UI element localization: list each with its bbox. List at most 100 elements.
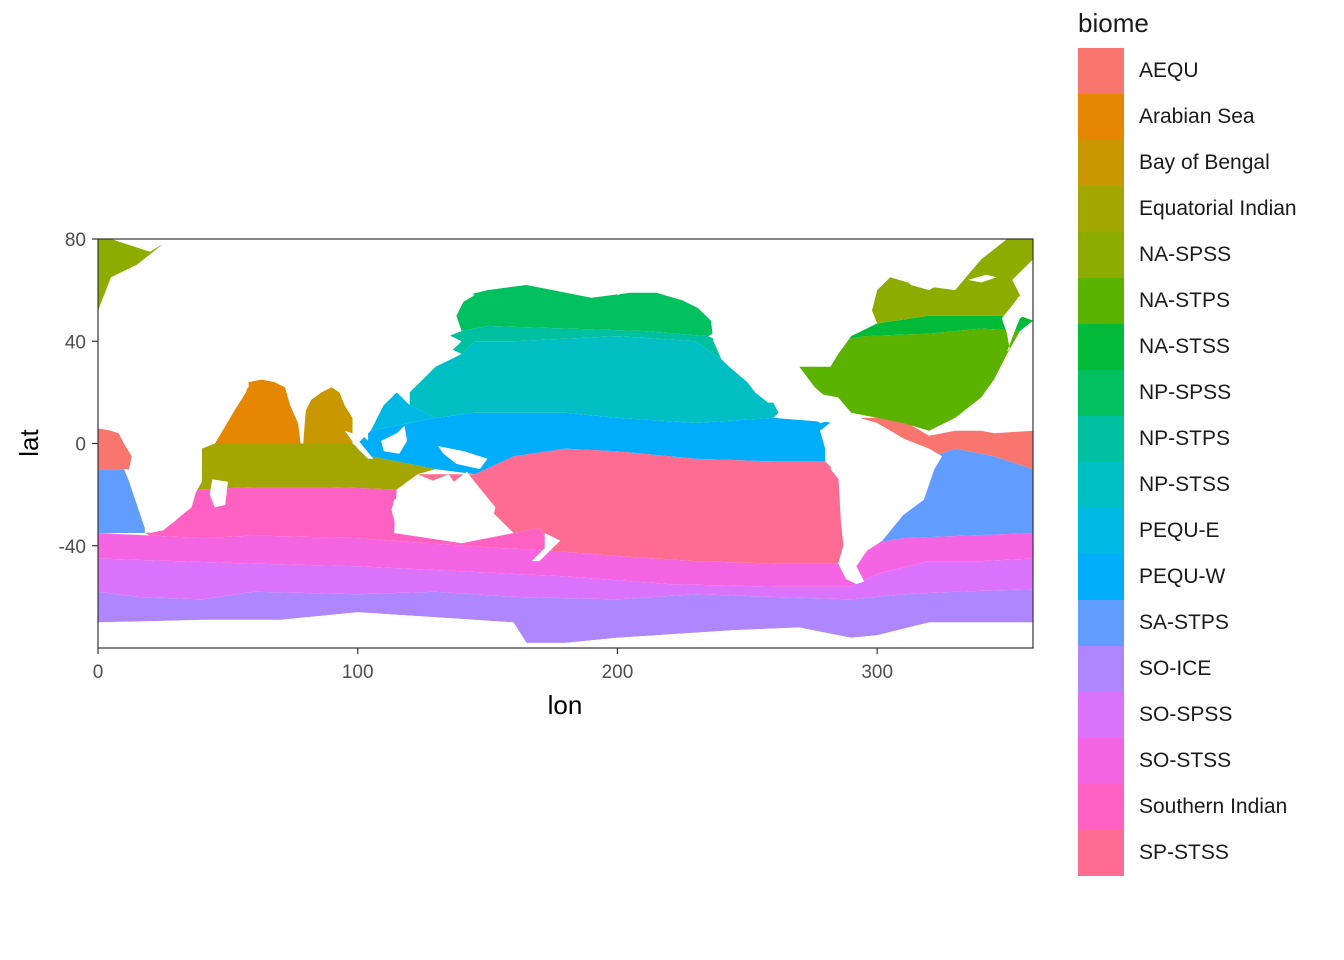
y-tick-label: 40 [65,332,86,353]
legend-item-na-spss: NA-SPSS [1078,232,1297,278]
legend-swatch [1078,462,1124,508]
legend-item-so-spss: SO-SPSS [1078,692,1297,738]
legend-swatch [1078,186,1124,232]
legend-item-so-ice: SO-ICE [1078,646,1297,692]
land-new-guinea [438,446,488,470]
region-aequ [98,428,132,470]
legend-label: PEQU-E [1139,519,1220,542]
legend-swatch [1078,830,1124,876]
region-southern-indian [144,487,553,551]
land-new-zealand [531,533,561,562]
region-na-stps [778,328,1020,431]
x-tick-label: 300 [861,662,893,683]
x-tick-label: 100 [342,662,374,683]
legend-item-southern-indian: Southern Indian [1078,784,1297,830]
legend-item-na-stps: NA-STPS [1078,278,1297,324]
region-np-stss [409,336,779,423]
legend-label: NP-STPS [1139,427,1231,450]
legend-item-na-stss: NA-STSS [1078,324,1297,370]
legend-label: AEQU [1139,59,1199,82]
legend-label: SO-SPSS [1139,703,1233,726]
legend-swatch [1078,324,1124,370]
legend-label: Bay of Bengal [1139,151,1270,174]
legend-label: SA-STPS [1139,611,1229,634]
region-so-ice [98,589,1033,643]
land-antarctica [98,612,1033,648]
legend-item-np-stps: NP-STPS [1078,416,1297,462]
biome-map-chart: 0 100 200 300 80 40 0 -40 lon lat [14,230,1034,720]
legend: biome AEQU Arabian Sea Bay of Bengal Equato… [1078,6,1297,876]
region-so-stss [98,533,1033,587]
legend-label: PEQU-W [1139,565,1226,588]
region-pequ-e [370,392,436,431]
land-north-america-pacific [617,264,878,423]
legend-swatch [1078,48,1124,94]
land-africa [98,348,234,533]
y-tick-label: 0 [75,435,86,456]
legend-swatch [1078,554,1124,600]
land-sumatra [344,430,374,459]
x-tick-label: 200 [602,662,634,683]
region-arabian-sea [214,379,301,444]
region-np-spss [456,285,722,337]
legend-label: NA-STSS [1139,335,1231,358]
legend-item-bay-of-bengal: Bay of Bengal [1078,140,1297,186]
legend-swatch [1078,232,1124,278]
legend-swatch [1078,370,1124,416]
region-na-stss [838,315,1033,342]
legend-swatch [1078,140,1124,186]
legend-item-sa-stps: SA-STPS [1078,600,1297,646]
land-uk [1017,295,1031,316]
land-india [274,377,327,423]
land-borneo [381,425,408,454]
region-na-spss [98,239,163,311]
land-arabia [188,366,249,413]
legend-label: NP-STSS [1139,473,1231,496]
legend-item-pequ-e: PEQU-E [1078,508,1297,554]
land-australia [391,471,496,541]
legend-label: NP-SPSS [1139,381,1232,404]
x-tick-label: 0 [93,662,104,683]
legend-item-aequ: AEQU [1078,48,1297,94]
legend-items: AEQU Arabian Sea Bay of Bengal Equatorial I… [1078,48,1297,876]
legend-title: biome [1078,8,1149,38]
legend-swatch [1078,94,1124,140]
legend-item-so-stss: SO-STSS [1078,738,1297,784]
y-axis-label: lat [14,428,44,456]
legend-swatch [1078,600,1124,646]
legend-swatch [1078,508,1124,554]
legend-label: SO-ICE [1139,657,1212,680]
region-na-spss [872,239,1033,324]
region-sa-stps [856,448,1033,546]
legend-label: NA-SPSS [1139,243,1232,266]
y-tick-label: -40 [59,537,86,558]
legend-label: Equatorial Indian [1139,197,1297,220]
y-tick-label: 80 [65,230,86,251]
legend-item-np-spss: NP-SPSS [1078,370,1297,416]
legend-item-arabian-sea: Arabian Sea [1078,94,1297,140]
land-greenland [877,239,992,291]
axis-ticks: 0 100 200 300 80 40 0 -40 [59,230,893,683]
legend-swatch [1078,278,1124,324]
region-aequ [851,417,1033,470]
land-masks [98,239,1033,648]
region-sa-stps [98,469,145,533]
legend-label: NA-STPS [1139,289,1231,312]
legend-swatch [1078,784,1124,830]
region-sp-stss [417,448,844,564]
legend-swatch [1078,692,1124,738]
legend-item-np-stss: NP-STSS [1078,462,1297,508]
legend-label: SO-STSS [1139,749,1232,772]
legend-item-pequ-w: PEQU-W [1078,554,1297,600]
land-se-asia [331,285,475,441]
legend-swatch [1078,738,1124,784]
legend-item-sp-stss: SP-STSS [1078,830,1297,876]
region-np-stps [435,325,730,360]
legend-item-equatorial-indian: Equatorial Indian [1078,186,1297,232]
land-iceland [968,274,997,283]
legend-label: Arabian Sea [1139,105,1255,128]
region-equatorial-indian [196,443,436,490]
x-axis-label: lon [548,690,583,720]
region-bay-of-bengal [303,387,353,444]
region-so-spss [98,558,1033,600]
